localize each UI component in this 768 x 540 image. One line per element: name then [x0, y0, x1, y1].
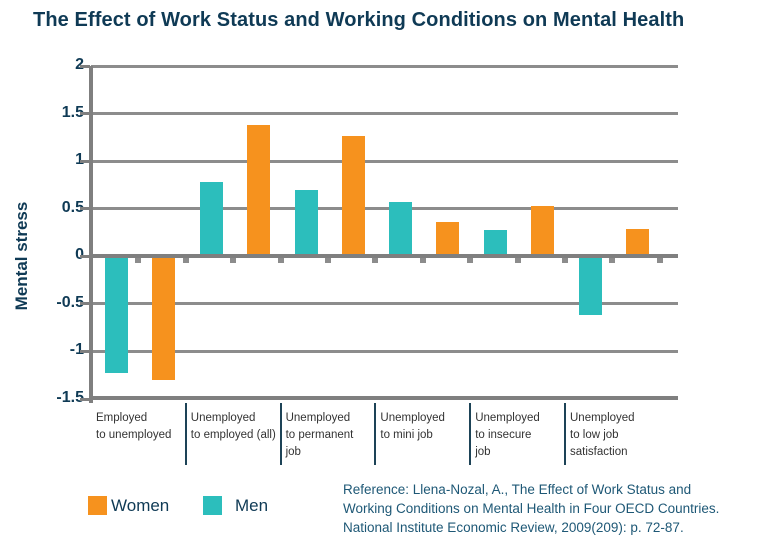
zero-line-minor-tick — [419, 258, 426, 264]
category-label-line: to employed (all) — [190, 429, 276, 441]
gridline--0.5 — [91, 302, 678, 306]
reference-line-2: Working Conditions on Mental Health in F… — [343, 501, 720, 516]
bar-men-5 — [579, 256, 602, 316]
legend-swatch-women — [88, 496, 107, 515]
category-label-line: to low job — [570, 429, 619, 441]
y-axis-tick-0.5 — [80, 207, 90, 211]
gridline-1 — [91, 159, 678, 163]
y-tick-label--0.5: -0.5 — [56, 293, 84, 311]
x-axis-zero-line — [91, 254, 678, 259]
zero-line-minor-tick — [562, 258, 568, 264]
category-label-line: satisfaction — [570, 446, 628, 458]
reference-line-3: National Institute Economic Review, 2009… — [343, 520, 684, 535]
legend-label-women: Women — [111, 496, 170, 515]
legend-label-men: Men — [235, 496, 269, 515]
y-tick-label-0: 0 — [75, 246, 84, 266]
zero-line-minor-tick — [135, 258, 142, 264]
category-label-line: Unemployed — [285, 412, 351, 424]
y-axis-tick-2 — [80, 64, 90, 68]
category-label-4: Unemployed to insecure job — [475, 410, 567, 461]
category-separator — [564, 403, 566, 465]
category-label-line: to unemployed — [96, 429, 172, 441]
category-label-1: Unemployed to employed (all) — [191, 410, 283, 444]
category-label-line: Employed — [96, 412, 148, 424]
zero-line-minor-tick — [182, 258, 189, 264]
bar-men-3 — [389, 202, 413, 257]
category-separator — [374, 403, 377, 465]
bar-men-0 — [105, 256, 128, 374]
category-label-0: Employed to unemployed — [96, 410, 188, 444]
zero-line-minor-tick — [230, 258, 237, 264]
zero-line-minor-tick — [467, 258, 474, 264]
zero-line-minor-tick — [514, 258, 521, 264]
y-tick-label--1.5: -1.5 — [56, 389, 84, 406]
zero-line-minor-tick — [609, 258, 616, 264]
bar-women-3 — [436, 222, 460, 257]
plot-area: Employed to unemployed Unemployed to employ… — [80, 64, 678, 465]
category-label-line: job — [475, 446, 491, 458]
reference-text: Reference: Llena-Nozal, A., The Effect o… — [343, 480, 763, 537]
y-axis-tick-1 — [80, 159, 90, 163]
zero-line-minor-tick — [656, 258, 663, 264]
gridline-0.5 — [91, 207, 678, 211]
bar-women-2 — [341, 136, 365, 257]
category-separator — [469, 403, 472, 465]
bar-men-1 — [199, 182, 223, 257]
gridline--1 — [91, 349, 678, 353]
category-label-line: Unemployed — [380, 412, 445, 424]
legend-swatch-men — [203, 496, 222, 515]
y-axis-tick--1 — [80, 349, 90, 353]
zero-line-minor-tick — [325, 258, 331, 264]
bar-women-1 — [246, 124, 270, 257]
category-label-2: Unemployed to permanent job — [286, 410, 378, 461]
y-tick-label-1.5: 1.5 — [61, 103, 84, 121]
y-axis-tick-1.5 — [80, 112, 90, 116]
category-label-line: Unemployed — [190, 412, 256, 424]
bar-men-4 — [484, 229, 508, 257]
y-axis-line — [89, 66, 93, 403]
y-tick-label--1: -1 — [69, 341, 84, 359]
y-axis-tick--0.5 — [80, 302, 90, 306]
gridline-1.5 — [91, 112, 678, 116]
y-tick-label-1: 1 — [75, 151, 84, 171]
category-label-line: to insecure — [475, 429, 532, 441]
category-label-line: to mini job — [380, 429, 433, 441]
y-tick-label-2: 2 — [75, 56, 84, 76]
gridline-2 — [91, 64, 678, 68]
category-separator — [279, 403, 282, 465]
bar-women-5 — [626, 228, 649, 257]
category-label-5: Unemployed to low job satisfaction — [570, 410, 662, 461]
zero-line-minor-tick — [372, 258, 379, 264]
y-axis-tick--1.5 — [80, 397, 90, 401]
y-axis-tick-0 — [80, 254, 90, 258]
bar-men-2 — [294, 189, 318, 257]
reference-line-1: Reference: Llena-Nozal, A., The Effect o… — [343, 482, 692, 497]
category-label-line: job — [285, 446, 301, 458]
category-separator — [184, 403, 187, 465]
chart-title: The Effect of Work Status and Working Co… — [33, 9, 685, 31]
bar-women-4 — [531, 205, 555, 257]
x-axis-bottom-line — [91, 396, 678, 400]
category-label-line: Unemployed — [570, 412, 635, 424]
category-label-3: Unemployed to mini job — [380, 410, 472, 444]
zero-line-minor-tick — [277, 258, 284, 264]
category-label-line: Unemployed — [475, 412, 540, 424]
category-label-line: to permanent — [285, 429, 354, 441]
y-axis-tick-labels: 2 1.5 1 0.5 0 -0.5 -1 -1.5 — [0, 56, 84, 406]
y-tick-label-0.5: 0.5 — [61, 198, 84, 216]
bar-women-0 — [152, 256, 175, 380]
